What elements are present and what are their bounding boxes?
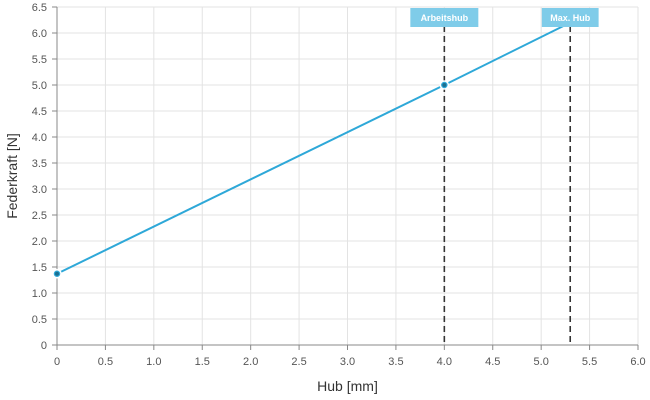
marker-label: Arbeitshub xyxy=(421,13,469,23)
x-tick-label: 5.5 xyxy=(582,356,597,368)
x-tick-label: 1.5 xyxy=(195,356,210,368)
marker-label: Max. Hub xyxy=(550,13,591,23)
y-tick-label: 3.0 xyxy=(32,184,47,196)
data-point-center xyxy=(442,83,447,87)
data-point-center xyxy=(55,271,59,276)
y-tick-label: 2.0 xyxy=(32,236,47,248)
y-tick-label: 2.5 xyxy=(32,210,47,222)
series xyxy=(52,20,573,279)
x-tick-label: 0 xyxy=(54,356,60,368)
y-tick-label: 5.5 xyxy=(32,54,47,66)
marker-label-box xyxy=(541,8,599,27)
grid xyxy=(56,6,639,346)
x-axis-title: Hub [mm] xyxy=(317,378,378,394)
x-tick-label: 4.5 xyxy=(485,356,500,368)
x-tick-label: 5.0 xyxy=(534,356,549,368)
marker-lines xyxy=(443,26,572,345)
x-tick-label: 2.5 xyxy=(291,356,306,368)
x-tick-label: 3.0 xyxy=(340,356,355,368)
y-axis-title: Federkraft [N] xyxy=(4,133,20,219)
x-tick-label: 0.5 xyxy=(98,356,113,368)
y-axis-ticks: 0 0.5 1.0 1.5 2.0 2.5 3.0 3.5 4.0 4.5 5.0 5.5 6.0 6.5 xyxy=(32,2,57,352)
x-tick-label: 6.0 xyxy=(630,356,645,368)
x-tick-label: 2.0 xyxy=(243,356,258,368)
y-tick-label: 4.5 xyxy=(32,106,47,118)
x-tick-label: 4.0 xyxy=(437,356,452,368)
y-tick-label: 4.0 xyxy=(32,132,47,144)
y-tick-label: 3.5 xyxy=(32,158,47,170)
x-axis-ticks: 0 0.5 1.0 1.5 2.0 2.5 3.0 3.5 4.0 4.5 5.0 5.5 6.0 xyxy=(54,345,646,368)
x-tick-label: 1.0 xyxy=(146,356,161,368)
y-tick-label: 1.0 xyxy=(32,288,47,300)
y-tick-label: 1.5 xyxy=(32,262,47,274)
y-tick-label: 6.5 xyxy=(32,2,47,14)
y-tick-label: 6.0 xyxy=(32,28,47,40)
marker-label-box xyxy=(410,8,479,27)
marker-labels: Arbeitshub Max. Hub xyxy=(410,8,599,27)
y-tick-label: 5.0 xyxy=(32,80,47,92)
x-tick-label: 3.5 xyxy=(388,356,403,368)
y-tick-label: 0.5 xyxy=(32,314,47,326)
y-tick-label: 0 xyxy=(41,340,47,352)
